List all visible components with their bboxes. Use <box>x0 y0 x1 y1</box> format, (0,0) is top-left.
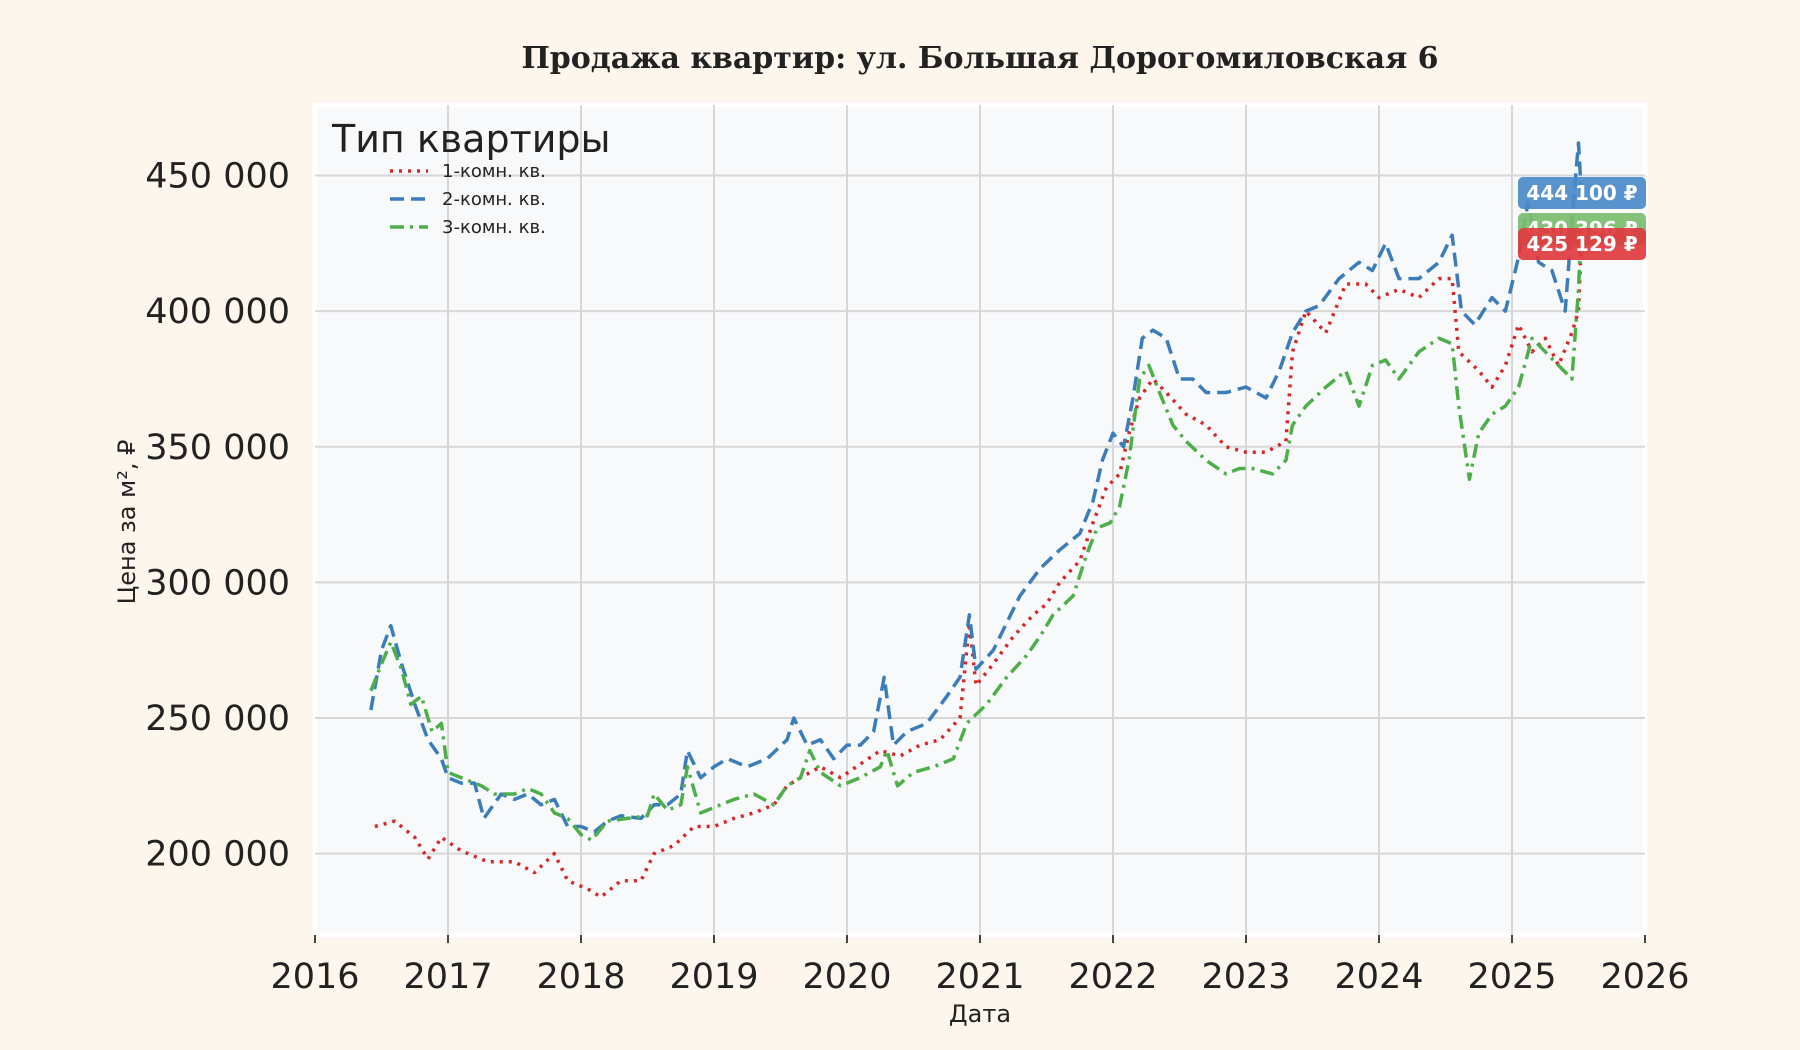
y-tick-label: 300 000 <box>145 563 290 603</box>
x-tick-label: 2021 <box>935 957 1024 997</box>
y-axis-label: Цена за м², ₽ <box>113 440 141 605</box>
x-axis-ticks: 2016 2017 2018 2019 2020 2021 2022 2023 2024 2025… <box>270 935 1690 997</box>
y-axis-ticks: 200 000 250 000 300 000 350 000 400 000 450 0… <box>145 157 290 875</box>
series-line-2 <box>369 141 1583 834</box>
legend-label-2: 2-комн. кв. <box>442 189 546 210</box>
series-line-3 <box>369 228 1583 842</box>
x-tick-label: 2018 <box>536 957 625 997</box>
chart-title: Продажа квартир: ул. Большая Дорогомилов… <box>521 41 1438 76</box>
legend-title: Тип квартиры <box>331 117 611 161</box>
x-tick-label: 2017 <box>403 957 492 997</box>
legend-label-3: 3-комн. кв. <box>442 217 546 238</box>
y-tick-label: 200 000 <box>145 835 290 875</box>
x-tick-label: 2026 <box>1600 957 1689 997</box>
y-tick-label: 450 000 <box>145 157 290 197</box>
x-tick-label: 2023 <box>1201 957 1290 997</box>
x-tick-label: 2024 <box>1334 957 1423 997</box>
x-tick-label: 2020 <box>802 957 891 997</box>
legend: Тип квартиры 1-комн. кв. 2-комн. кв. 3-ком… <box>331 117 611 238</box>
end-label-2: 444 100 ₽ <box>1526 181 1637 205</box>
y-tick-label: 250 000 <box>145 699 290 739</box>
y-tick-label: 350 000 <box>145 428 290 468</box>
grid-lines <box>315 105 1645 935</box>
end-label-1: 425 129 ₽ <box>1526 232 1637 256</box>
x-tick-label: 2019 <box>669 957 758 997</box>
x-tick-label: 2022 <box>1068 957 1157 997</box>
series-line-1 <box>374 242 1583 899</box>
legend-label-1: 1-комн. кв. <box>442 161 546 182</box>
x-tick-label: 2016 <box>270 957 359 997</box>
series-lines <box>369 141 1583 899</box>
end-labels: 444 100 ₽430 396 ₽425 129 ₽ <box>1518 177 1646 260</box>
end-label-box-1 <box>1518 228 1646 260</box>
end-label-box-2 <box>1518 177 1646 209</box>
x-tick-label: 2025 <box>1467 957 1556 997</box>
y-tick-label: 400 000 <box>145 292 290 332</box>
x-axis-label: Дата <box>949 1000 1011 1028</box>
